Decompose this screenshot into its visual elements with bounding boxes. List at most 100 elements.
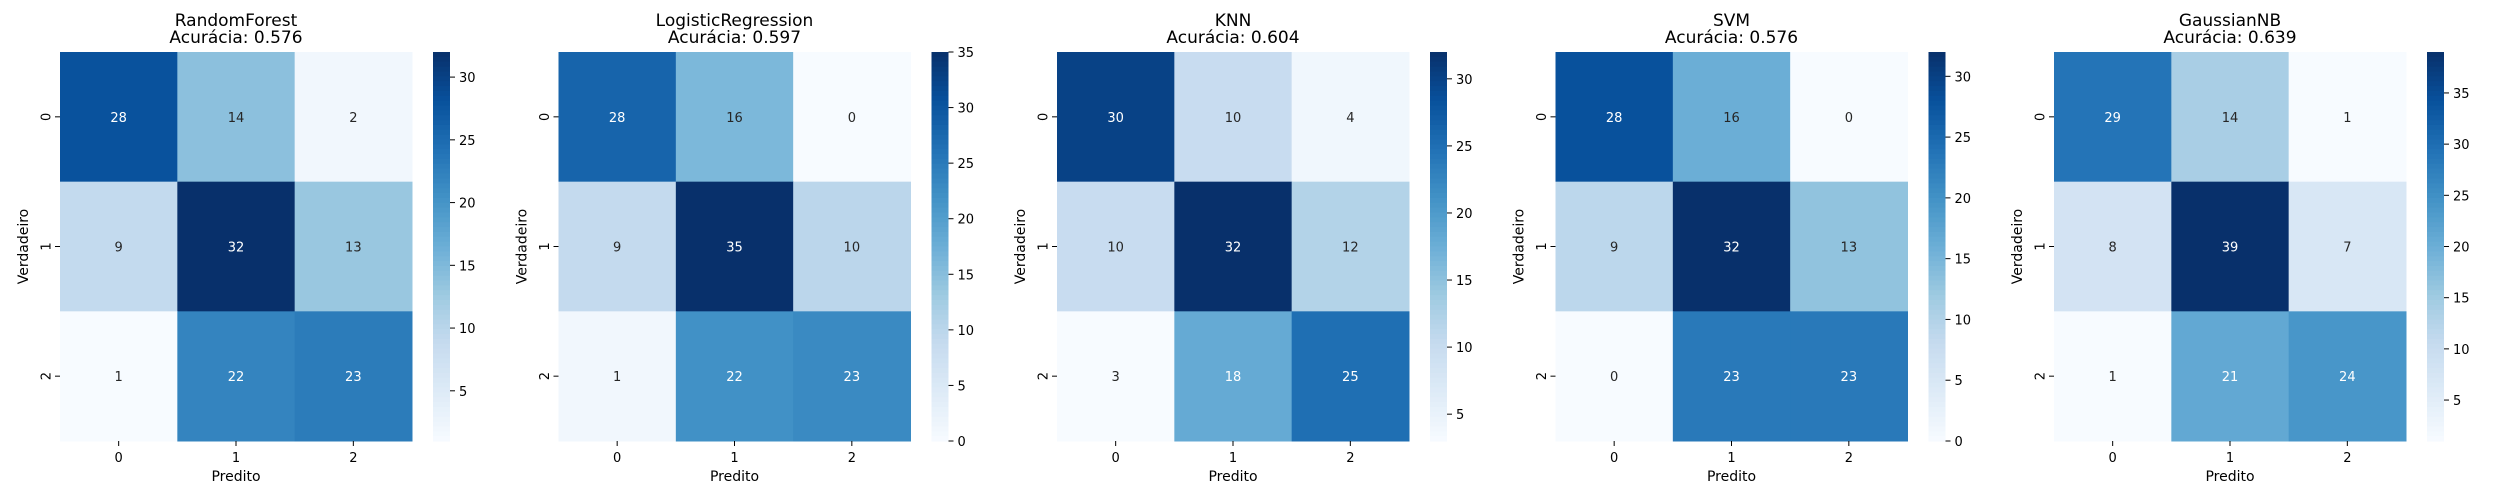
x-tick-label: 2 — [1346, 451, 1354, 466]
colorbar-segment — [1928, 270, 1946, 277]
cell-value-label: 18 — [1225, 370, 1242, 385]
colorbar-segment — [1430, 81, 1447, 87]
colorbar-tick-label: 10 — [459, 322, 476, 337]
colorbar-segment — [931, 406, 949, 413]
colorbar-segment — [1430, 163, 1447, 170]
colorbar-segment — [1430, 343, 1447, 350]
colorbar-segment — [2427, 197, 2444, 204]
cell-value-label: 28 — [110, 111, 127, 126]
colorbar-segment — [931, 285, 949, 291]
colorbar-segment — [1430, 52, 1447, 58]
colorbar-tick-label: 15 — [958, 268, 975, 283]
colorbar-segment — [2427, 348, 2444, 355]
heatmap-cell — [177, 311, 296, 442]
colorbar-segment — [2427, 416, 2444, 423]
colorbar-segment — [433, 421, 450, 428]
colorbar-segment — [1928, 129, 1946, 136]
heatmap-cell — [1790, 52, 1908, 183]
colorbar-segment — [1430, 76, 1447, 82]
colorbar-segment — [433, 329, 450, 335]
heatmap-cell — [1057, 181, 1175, 312]
colorbar-segment — [1928, 436, 1946, 442]
colorbar-segment — [931, 212, 949, 218]
cell-value-label: 25 — [1342, 370, 1359, 385]
colorbar-tick-label: 20 — [1955, 192, 1972, 207]
cell-value-label: 23 — [1723, 370, 1740, 385]
colorbar-segment — [1928, 105, 1946, 111]
colorbar-segment — [2427, 338, 2444, 345]
y-tick-label: 1 — [2034, 242, 2049, 250]
colorbar-tick-label: 25 — [459, 134, 476, 149]
colorbar-segment — [931, 421, 949, 428]
colorbar-segment — [2427, 382, 2444, 389]
colorbar-tick-label: 35 — [958, 46, 975, 61]
colorbar-segment — [1430, 436, 1447, 442]
heatmap-cell — [1174, 181, 1293, 312]
colorbar-segment — [1430, 129, 1447, 136]
colorbar-segment — [2427, 329, 2444, 335]
colorbar-segment — [931, 411, 949, 418]
colorbar-segment — [433, 222, 450, 228]
colorbar-segment — [433, 397, 450, 403]
colorbar-segment — [1928, 251, 1946, 257]
colorbar-segment — [931, 207, 949, 214]
x-tick-label: 0 — [613, 451, 621, 466]
colorbar-tick-label: 0 — [1955, 435, 1963, 450]
heatmap-cell — [1672, 311, 1791, 442]
colorbar-segment — [433, 212, 450, 218]
colorbar-segment — [931, 197, 949, 204]
chart-subtitle: Acurácia: 0.597 — [668, 28, 801, 48]
colorbar-segment — [2427, 314, 2444, 321]
colorbar-tick-label: 10 — [1955, 313, 1972, 328]
colorbar-segment — [2427, 251, 2444, 257]
colorbar-segment — [433, 193, 450, 199]
y-tick-label: 0 — [2034, 113, 2049, 121]
colorbar-segment — [433, 217, 450, 223]
colorbar-segment — [433, 105, 450, 111]
colorbar-segment — [2427, 90, 2444, 97]
colorbar-segment — [931, 95, 949, 102]
colorbar-segment — [1928, 76, 1946, 82]
heatmap-cell — [2054, 311, 2172, 442]
colorbar-segment — [2427, 129, 2444, 136]
colorbar-segment — [931, 280, 949, 286]
colorbar-segment — [1430, 168, 1447, 175]
chart-subtitle: Acurácia: 0.576 — [169, 28, 302, 48]
colorbar-segment — [2427, 309, 2444, 316]
colorbar-segment — [1430, 348, 1447, 355]
colorbar-segment — [1430, 377, 1447, 384]
colorbar-segment — [931, 382, 949, 389]
colorbar-segment — [1928, 217, 1946, 223]
colorbar-segment — [1928, 168, 1946, 175]
colorbar-segment — [931, 105, 949, 111]
colorbar-segment — [931, 270, 949, 277]
colorbar-segment — [1928, 124, 1946, 131]
colorbar-segment — [2427, 358, 2444, 364]
cell-value-label: 21 — [2222, 370, 2239, 385]
x-tick-label: 0 — [1610, 451, 1618, 466]
cell-value-label: 23 — [1841, 370, 1858, 385]
colorbar-segment — [2427, 290, 2444, 296]
colorbar-segment — [931, 173, 949, 180]
colorbar-segment — [931, 402, 949, 408]
colorbar-segment — [2427, 202, 2444, 209]
colorbar-segment — [1430, 144, 1447, 150]
colorbar-segment — [2427, 236, 2444, 243]
colorbar-tick-label: 10 — [2453, 343, 2470, 358]
colorbar-segment — [1928, 144, 1946, 150]
cell-value-label: 13 — [345, 241, 362, 256]
colorbar-segment — [433, 76, 450, 82]
colorbar-segment — [931, 416, 949, 423]
cell-value-label: 0 — [848, 111, 856, 126]
colorbar-segment — [1928, 86, 1946, 92]
colorbar-segment — [1430, 251, 1447, 257]
colorbar-segment — [433, 227, 450, 233]
colorbar-segment — [931, 71, 949, 77]
colorbar-segment — [1430, 149, 1447, 155]
heatmap-cell — [558, 181, 677, 312]
colorbar-segment — [1430, 392, 1447, 398]
colorbar-segment — [1928, 90, 1946, 97]
colorbar-tick-label: 15 — [1456, 274, 1473, 289]
